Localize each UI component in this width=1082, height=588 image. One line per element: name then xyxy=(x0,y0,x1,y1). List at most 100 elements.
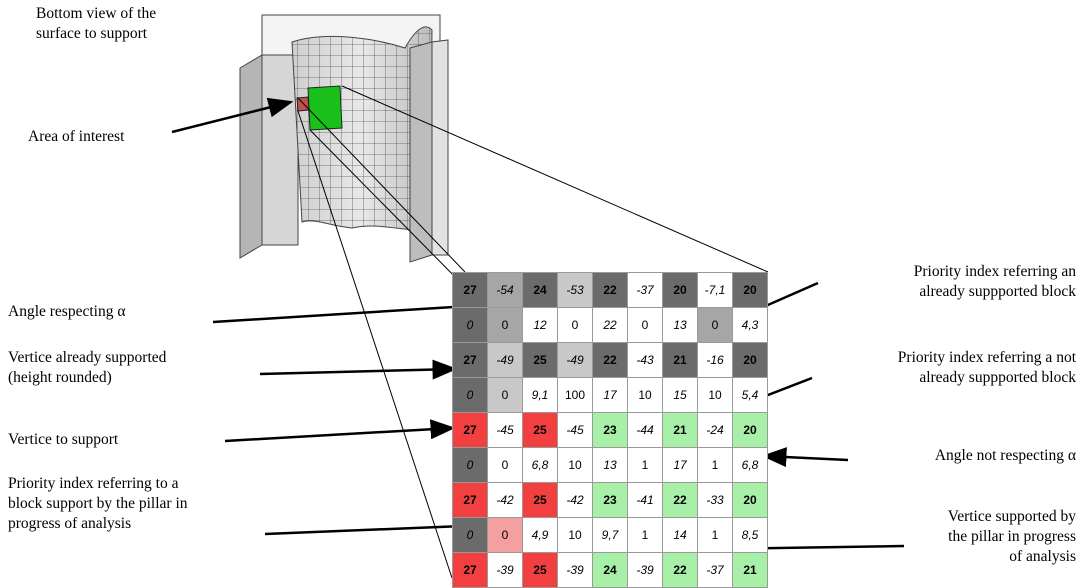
grid-cell: 23 xyxy=(592,412,628,448)
grid-cell: -37 xyxy=(627,272,663,308)
grid-cell: 27 xyxy=(452,552,488,588)
grid-row: 0 0 4,9 10 9,7 1 14 1 8,5 xyxy=(452,517,768,553)
grid-cell: -41 xyxy=(627,482,663,518)
grid-cell: -42 xyxy=(487,482,523,518)
label-bottom-view: Bottom view of the surface to support xyxy=(36,5,157,42)
grid-cell: 20 xyxy=(732,412,768,448)
grid-cell: 22 xyxy=(662,482,698,518)
grid-cell: 15 xyxy=(662,377,698,413)
label-vertice-pillar: Vertice supported by the pillar in progre… xyxy=(947,508,1076,565)
grid-cell: -33 xyxy=(697,482,733,518)
grid-cell: 10 xyxy=(557,447,593,483)
grid-cell: 22 xyxy=(592,272,628,308)
grid-cell: 0 xyxy=(487,377,523,413)
grid-cell: 22 xyxy=(592,307,628,343)
grid-cell: 0 xyxy=(487,447,523,483)
grid-cell: -39 xyxy=(627,552,663,588)
grid-cell: 4,3 xyxy=(732,307,768,343)
grid-cell: 21 xyxy=(732,552,768,588)
grid-cell: -37 xyxy=(697,552,733,588)
grid-cell: -39 xyxy=(487,552,523,588)
grid-cell: 6,8 xyxy=(732,447,768,483)
grid-cell: 27 xyxy=(452,482,488,518)
grid-cell: 0 xyxy=(697,307,733,343)
grid-cell: 20 xyxy=(662,272,698,308)
grid-cell: -42 xyxy=(557,482,593,518)
grid-cell: 10 xyxy=(627,377,663,413)
grid-cell: 20 xyxy=(732,482,768,518)
grid-cell: 22 xyxy=(662,552,698,588)
grid-cell: -53 xyxy=(557,272,593,308)
label-priority-pillar: Priority index referring to a block suppo… xyxy=(8,475,188,532)
grid-cell: -54 xyxy=(487,272,523,308)
right-pillar-side xyxy=(409,41,433,263)
grid-cell: 0 xyxy=(487,307,523,343)
label-vertice-already-supported: Vertice already supported (height rounded… xyxy=(8,349,167,386)
priority-grid: 27 -54 24 -53 22 -37 20 -7,1 20 0 0 12 0 22 0 13 0 4,3 27-… xyxy=(452,272,768,588)
grid-cell: 1 xyxy=(697,447,733,483)
grid-cell: 17 xyxy=(592,377,628,413)
grid-cell: 25 xyxy=(522,412,558,448)
grid-cell: 0 xyxy=(452,307,488,343)
label-area-of-interest: Area of interest xyxy=(28,128,125,145)
grid-cell: -43 xyxy=(627,342,663,378)
grid-row: 27 -49 25 -49 22 -43 21 -16 20 xyxy=(452,342,768,378)
grid-cell: 13 xyxy=(592,447,628,483)
grid-cell: 0 xyxy=(452,517,488,553)
grid-cell: 25 xyxy=(522,482,558,518)
grid-cell: -44 xyxy=(627,412,663,448)
grid-cell: 10 xyxy=(557,517,593,553)
grid-cell: 5,4 xyxy=(732,377,768,413)
grid-cell: 24 xyxy=(592,552,628,588)
grid-cell: 8,5 xyxy=(732,517,768,553)
grid-cell: 22 xyxy=(592,342,628,378)
grid-row: 0 0 9,1 100 17 10 15 10 5,4 xyxy=(452,377,768,413)
grid-cell: 25 xyxy=(522,552,558,588)
grid-row: 27 -45 25 -45 23 -44 21 -24 20 xyxy=(452,412,768,448)
grid-cell: 20 xyxy=(732,272,768,308)
grid-cell: 4,9 xyxy=(522,517,558,553)
right-pillar-front xyxy=(431,39,449,256)
grid-cell: 27 xyxy=(452,272,488,308)
grid-cell: 1 xyxy=(627,447,663,483)
grid-cell: 0 xyxy=(452,377,488,413)
grid-cell: 17 xyxy=(662,447,698,483)
projection-lines xyxy=(297,85,769,579)
label-angle-not-respecting: Angle not respecting α xyxy=(934,447,1076,464)
left-pillar-front xyxy=(261,51,299,246)
grid-cell: 0 xyxy=(487,517,523,553)
grid-cell: 27 xyxy=(452,412,488,448)
grid-cell: 21 xyxy=(662,412,698,448)
grid-cell: 25 xyxy=(522,342,558,378)
grid-cell: 10 xyxy=(697,377,733,413)
grid-cell: 9,7 xyxy=(592,517,628,553)
grid-cell: 27 xyxy=(452,342,488,378)
grid-cell: -49 xyxy=(557,342,593,378)
grid-cell: 1 xyxy=(697,517,733,553)
label-priority-not-supported: Priority index referring a not already su… xyxy=(897,349,1076,386)
grid-cell: -45 xyxy=(487,412,523,448)
grid-cell: 21 xyxy=(662,342,698,378)
grid-cell: -7,1 xyxy=(697,272,733,308)
grid-cell: 13 xyxy=(662,307,698,343)
grid-cell: -24 xyxy=(697,412,733,448)
grid-cell: -45 xyxy=(557,412,593,448)
grid-row: 27 -42 25 -42 23 -41 22 -33 20 xyxy=(452,482,768,518)
grid-cell: 0 xyxy=(452,447,488,483)
grid-cell: -49 xyxy=(487,342,523,378)
label-vertice-to-support: Vertice to support xyxy=(8,431,119,448)
area-of-interest-patch xyxy=(307,85,343,131)
grid-cell: 100 xyxy=(557,377,593,413)
grid-cell: 0 xyxy=(627,307,663,343)
left-pillar-side xyxy=(239,54,263,259)
mesh-lines xyxy=(292,26,432,231)
grid-row: 0 0 6,8 10 13 1 17 1 6,8 xyxy=(452,447,768,483)
label-priority-supported: Priority index referring an already suppp… xyxy=(913,263,1076,300)
grid-cell: 24 xyxy=(522,272,558,308)
label-angle-respecting: Angle respecting α xyxy=(8,303,126,320)
grid-cell: 1 xyxy=(627,517,663,553)
grid-cell: -16 xyxy=(697,342,733,378)
grid-cell: 14 xyxy=(662,517,698,553)
grid-cell: 20 xyxy=(732,342,768,378)
